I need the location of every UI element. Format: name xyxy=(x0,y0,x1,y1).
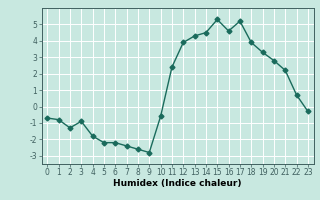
X-axis label: Humidex (Indice chaleur): Humidex (Indice chaleur) xyxy=(113,179,242,188)
